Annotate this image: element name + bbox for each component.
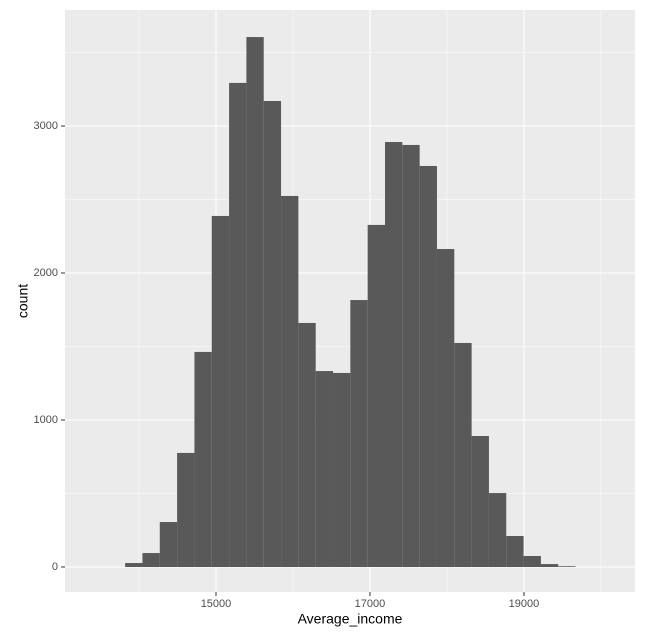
bar	[229, 82, 247, 568]
bar	[315, 371, 334, 568]
bar	[523, 555, 541, 568]
x-tick-label: 15000	[201, 598, 232, 610]
bar	[471, 436, 489, 568]
bar	[194, 351, 212, 568]
bar	[142, 553, 160, 568]
bar	[298, 322, 316, 568]
x-axis-title: Average_income	[298, 611, 403, 627]
bar	[540, 564, 559, 568]
x-tick-label: 17000	[355, 598, 386, 610]
bar	[454, 342, 472, 568]
bar	[436, 249, 455, 568]
bar	[488, 493, 507, 568]
y-tick-label: 3000	[34, 120, 58, 132]
bar	[125, 563, 143, 568]
bar	[159, 522, 178, 568]
bar	[419, 165, 437, 568]
y-axis-title: count	[15, 284, 31, 318]
bar	[211, 215, 230, 568]
y-tick-label: 1000	[34, 414, 58, 426]
bar	[333, 372, 351, 568]
x-tick-label: 19000	[509, 598, 540, 610]
bar	[367, 224, 385, 568]
bar	[281, 195, 299, 568]
bar	[177, 452, 195, 568]
bar	[384, 142, 403, 568]
bar	[506, 535, 524, 568]
y-tick-label: 2000	[34, 267, 58, 279]
bar	[402, 144, 420, 568]
bar	[263, 100, 282, 568]
bar	[558, 566, 576, 568]
bar	[246, 37, 264, 568]
y-tick-label: 0	[52, 561, 58, 573]
bar	[350, 300, 368, 568]
